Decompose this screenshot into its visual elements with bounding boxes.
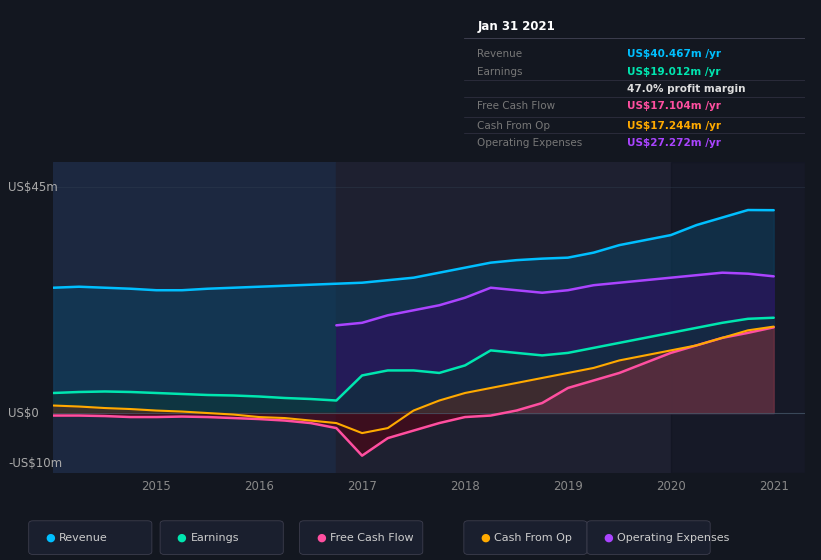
Text: 47.0% profit margin: 47.0% profit margin — [627, 83, 746, 94]
Text: US$0: US$0 — [8, 407, 39, 419]
Text: ●: ● — [177, 533, 186, 543]
Text: Free Cash Flow: Free Cash Flow — [478, 101, 556, 111]
Text: Operating Expenses: Operating Expenses — [617, 533, 730, 543]
Bar — [53, 162, 337, 473]
Text: Revenue: Revenue — [478, 49, 523, 59]
Bar — [337, 162, 805, 473]
Text: Jan 31 2021: Jan 31 2021 — [478, 20, 555, 33]
Text: Operating Expenses: Operating Expenses — [478, 138, 583, 148]
Text: ●: ● — [480, 533, 490, 543]
Text: ●: ● — [603, 533, 613, 543]
Text: Free Cash Flow: Free Cash Flow — [330, 533, 414, 543]
Text: Earnings: Earnings — [478, 67, 523, 77]
Text: US$40.467m /yr: US$40.467m /yr — [627, 49, 722, 59]
Bar — [671, 162, 805, 473]
Text: Cash From Op: Cash From Op — [478, 120, 551, 130]
Text: US$45m: US$45m — [8, 181, 58, 194]
Text: US$19.012m /yr: US$19.012m /yr — [627, 67, 721, 77]
Text: Earnings: Earnings — [190, 533, 239, 543]
Text: Revenue: Revenue — [59, 533, 108, 543]
Text: US$17.244m /yr: US$17.244m /yr — [627, 120, 722, 130]
Text: US$27.272m /yr: US$27.272m /yr — [627, 138, 722, 148]
Text: -US$10m: -US$10m — [8, 456, 62, 470]
Text: ●: ● — [316, 533, 326, 543]
Text: Cash From Op: Cash From Op — [494, 533, 572, 543]
Text: ●: ● — [45, 533, 55, 543]
Text: US$17.104m /yr: US$17.104m /yr — [627, 101, 722, 111]
